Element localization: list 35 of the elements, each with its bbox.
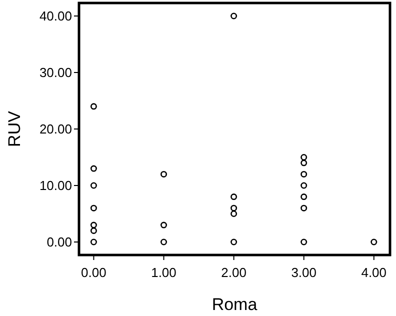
point <box>90 204 97 212</box>
y-tick-label: 0.00 <box>46 234 72 250</box>
point <box>300 194 308 200</box>
x-tick-label: 1.00 <box>151 265 176 280</box>
point <box>370 238 378 246</box>
point <box>300 238 308 246</box>
y-tick-label: 40.00 <box>39 8 72 24</box>
point <box>90 238 97 246</box>
point <box>230 12 238 20</box>
x-tick-label: 4.00 <box>361 265 387 280</box>
point <box>90 222 97 228</box>
y-tick-label: 20.00 <box>39 122 72 137</box>
x-tick-label: 3.00 <box>291 265 316 280</box>
y-tick-label: 30.00 <box>39 65 72 80</box>
point <box>300 160 308 166</box>
point <box>230 204 238 212</box>
point <box>160 222 168 228</box>
y-tick-label: 10.00 <box>39 178 72 194</box>
point <box>300 154 308 160</box>
x-tick-label: 2.00 <box>221 265 246 280</box>
point <box>90 227 97 234</box>
point <box>230 238 238 246</box>
x-axis-title: Roma <box>212 295 258 314</box>
point <box>160 238 168 246</box>
point <box>300 170 308 178</box>
point <box>160 170 168 178</box>
point <box>300 204 308 212</box>
point <box>300 182 308 189</box>
point <box>90 182 97 189</box>
point <box>230 194 238 200</box>
point <box>230 210 238 218</box>
point <box>90 165 97 172</box>
y-axis-title: RUV <box>5 110 24 147</box>
x-tick-label: 0.00 <box>81 265 106 280</box>
point <box>90 103 97 110</box>
